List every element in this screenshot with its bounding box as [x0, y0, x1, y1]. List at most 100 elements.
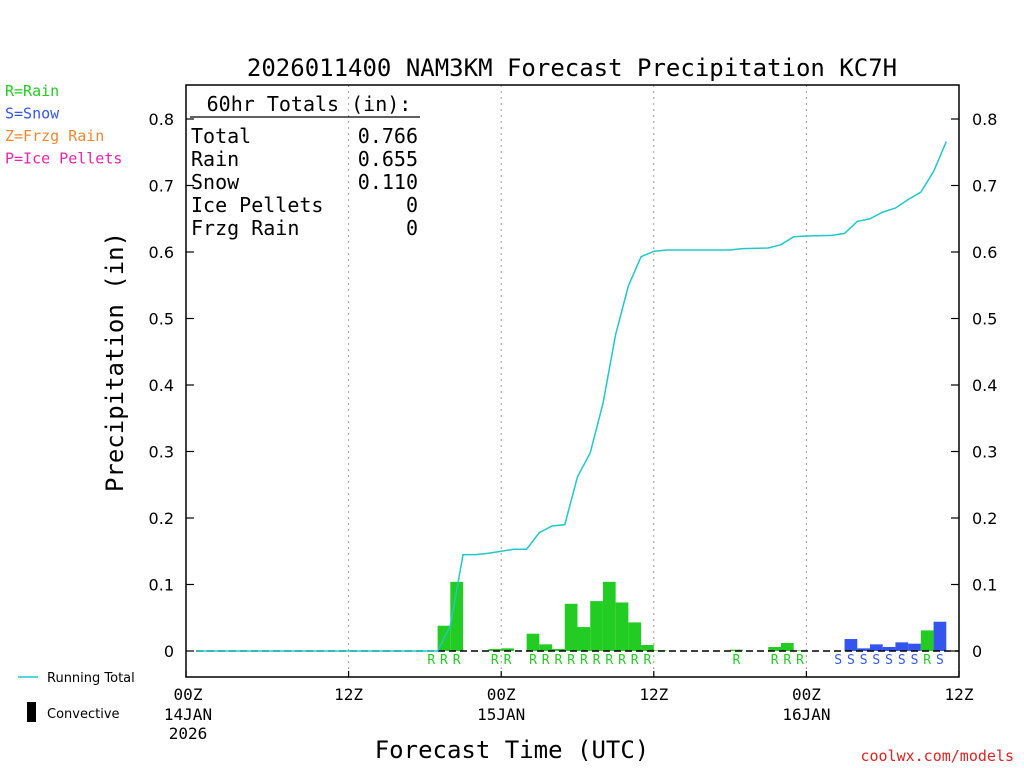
y-tick-label-right: 0.3	[972, 443, 997, 462]
type-marker: R	[555, 653, 563, 668]
precip-bar	[590, 601, 603, 651]
precip-bar	[564, 603, 578, 651]
type-marker: R	[733, 653, 741, 668]
precip-bar	[895, 642, 909, 651]
y-tick-label-left: 0.1	[149, 576, 174, 595]
hourly-precip-bars	[437, 581, 947, 651]
precip-bar	[615, 602, 629, 651]
y-tick-label-left: 0.5	[149, 310, 174, 329]
precip-bar	[882, 647, 896, 651]
y-tick-label-right: 0.2	[972, 509, 997, 528]
totals-label: Frzg Rain	[191, 216, 299, 240]
plot-frame	[185, 84, 960, 678]
type-marker: R	[644, 653, 652, 668]
legend-type-entry: S=Snow	[5, 105, 60, 123]
y-tick-label-left: 0.4	[149, 376, 174, 395]
x-tick-label: 12Z	[945, 685, 974, 704]
totals-value: 0	[406, 193, 418, 217]
totals-value: 0.655	[358, 147, 418, 171]
precip-bar	[780, 643, 794, 651]
y-tick-label-left: 0	[164, 642, 174, 661]
precip-bar	[869, 644, 883, 651]
y-tick-label-right: 0.5	[972, 310, 997, 329]
y-tick-label-right: 0	[972, 642, 982, 661]
type-marker: S	[834, 653, 842, 668]
x-tick-label: 00Z	[792, 685, 821, 704]
x-tick-label: 12Z	[639, 685, 668, 704]
precip-bar	[501, 648, 514, 651]
precip-bar	[768, 647, 781, 651]
x-tick-sublabel: 15JAN	[477, 705, 525, 724]
precip-bar	[920, 630, 934, 651]
running-total-line	[196, 141, 947, 652]
type-marker: R	[783, 653, 791, 668]
totals-header: 60hr Totals (in):	[207, 92, 412, 116]
type-marker: S	[847, 653, 855, 668]
precip-bar	[577, 627, 591, 651]
precip-bar	[908, 643, 921, 651]
totals-label: Snow	[191, 170, 240, 194]
precip-type-legend: R=Rain S=Snow Z=Frzg Rain P=Ice Pellets	[5, 82, 122, 168]
type-marker: R	[631, 653, 639, 668]
y-tick-label-right: 0.8	[972, 110, 997, 129]
type-marker: S	[872, 653, 880, 668]
y-tick-label-left: 0.8	[149, 110, 174, 129]
running-total-path	[196, 141, 947, 652]
type-marker: R	[771, 653, 779, 668]
running-total-legend-label: Running Total	[47, 671, 135, 686]
x-tick-label: 12Z	[334, 685, 363, 704]
precip-bar	[539, 644, 553, 651]
y-axis-ticks: 0 0 0.1 0.1 0.2 0.2 0.3 0.3 0.4 0.4 0.5 0.5 0.6 0.6 0.…	[149, 110, 998, 661]
legend-type-entry: R=Rain	[5, 82, 59, 100]
precip-bar	[602, 581, 616, 651]
precip-bar	[450, 581, 464, 651]
y-tick-label-left: 0.7	[149, 177, 174, 196]
totals-value: 0.766	[358, 124, 418, 148]
x-tick-sublabel: 2026	[169, 724, 208, 743]
type-marker: R	[440, 653, 448, 668]
y-axis-label: Precipitation (in)	[101, 232, 129, 492]
type-marker: R	[618, 653, 626, 668]
y-tick-label-left: 0.6	[149, 243, 174, 262]
legend-type-entry: Z=Frzg Rain	[5, 127, 104, 145]
credit-text: coolwx.com/models	[860, 747, 1014, 765]
precip-bar	[526, 633, 540, 651]
type-marker: R	[796, 653, 804, 668]
precip-bar	[857, 648, 870, 651]
y-tick-label-right: 0.4	[972, 376, 997, 395]
y-tick-label-right: 0.1	[972, 576, 997, 595]
convective-legend-label: Convective	[47, 707, 120, 722]
x-axis-label: Forecast Time (UTC)	[375, 736, 650, 764]
vertical-gridlines	[348, 85, 807, 677]
type-marker: S	[885, 653, 893, 668]
y-tick-label-left: 0.2	[149, 509, 174, 528]
type-marker: S	[898, 653, 906, 668]
type-marker: S	[911, 653, 919, 668]
type-marker: R	[923, 653, 931, 668]
x-tick-sublabel: 14JAN	[164, 705, 212, 724]
type-marker: R	[529, 653, 537, 668]
x-tick-sublabel: 16JAN	[782, 705, 830, 724]
type-marker: S	[936, 653, 944, 668]
precip-bar	[488, 649, 502, 651]
y-tick-label-left: 0.3	[149, 443, 174, 462]
y-tick-label-right: 0.6	[972, 243, 997, 262]
type-marker: R	[605, 653, 613, 668]
chart-title: 2026011400 NAM3KM Forecast Precipitation…	[247, 54, 897, 82]
precip-bar	[793, 650, 807, 651]
series-legend: Running Total Convective	[18, 671, 135, 722]
type-marker: R	[593, 653, 601, 668]
totals-label: Total	[191, 124, 251, 148]
y-tick-label-right: 0.7	[972, 177, 997, 196]
type-marker: R	[542, 653, 550, 668]
totals-label: Rain	[191, 147, 239, 171]
legend-type-entry: P=Ice Pellets	[5, 150, 122, 168]
type-marker: R	[580, 653, 588, 668]
precip-bar	[628, 622, 642, 651]
x-tick-label: 00Z	[487, 685, 516, 704]
convective-legend-swatch	[27, 702, 36, 722]
totals-box: 60hr Totals (in): Total 0.766 Rain 0.655 Snow…	[190, 92, 420, 240]
